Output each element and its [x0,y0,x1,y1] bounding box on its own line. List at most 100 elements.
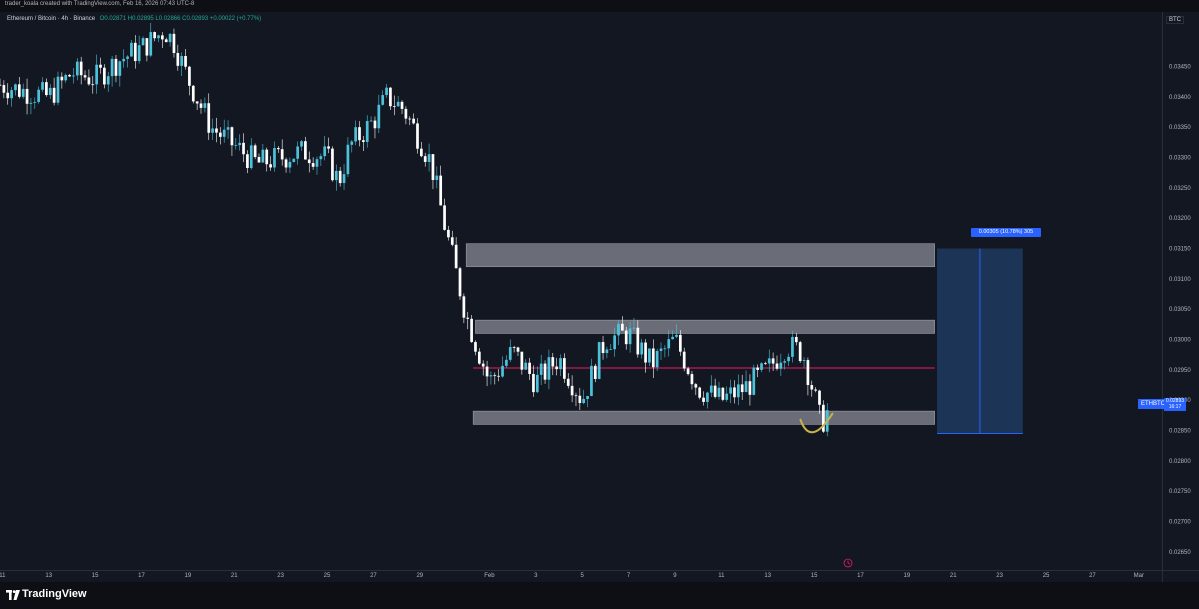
candle-body [350,141,354,145]
annotation-group[interactable] [799,412,834,434]
time-tick-label: 19 [904,573,911,579]
time-tick-label: 19 [185,573,192,579]
candle-body [586,396,589,399]
candle-body [327,146,330,149]
candle-body [296,146,300,159]
candle-body [477,351,481,364]
candle-body [439,175,443,206]
candle-body [153,32,156,39]
candle-body [470,318,473,343]
chart-panel[interactable]: 0.03450 0.03400 0.03350 0.03300 0.03250 0.032… [0,12,1199,582]
candle-body [744,381,748,393]
zone-rectangle[interactable] [475,319,936,334]
candle-body [95,64,98,85]
time-tick-label: 13 [764,573,771,579]
candle-body [431,154,435,180]
price-tick-label: 0.03350 [1169,125,1191,131]
candle-body [17,84,21,97]
clock-icon[interactable] [843,558,853,568]
candle-body [501,365,504,377]
candle-body [408,118,412,120]
price-chart[interactable]: 0.03450 0.03400 0.03350 0.03300 0.03250 0.032… [0,12,1199,582]
candle-body [578,395,582,404]
time-tick-label: 5 [580,573,584,579]
candle-body [385,87,388,96]
tradingview-logo-icon [6,590,20,600]
time-tick-label: 11 [0,573,6,579]
candle-body [512,347,516,348]
candle-body [249,145,253,168]
candle-body [566,378,570,386]
candle-body [609,349,613,351]
candle-body [45,82,48,96]
candle-body [238,142,242,146]
price-tick-label: 0.03150 [1169,247,1191,253]
time-tick-label: 29 [416,573,423,579]
time-tick-label: 3 [534,573,538,579]
time-tick-label: Mar [1134,573,1144,579]
candle-body [443,205,446,230]
candle-body [582,398,586,404]
candle-body [574,395,578,397]
candle-body [644,342,647,363]
candle-body [195,101,199,104]
supply-demand-zones[interactable] [465,243,936,425]
candle-body [126,56,129,59]
candle-body [532,373,535,393]
candle-body [505,359,508,366]
candle-body [133,42,137,62]
last-price-value: 0.02893 [1165,398,1185,404]
candle-body [450,237,454,245]
candle-body [52,87,56,103]
candle-body [524,362,528,370]
candle-body [168,33,172,43]
candle-body [288,161,292,168]
candle-body [663,348,667,350]
time-tick-label: 27 [1089,573,1096,579]
price-tick-label: 0.03050 [1169,307,1191,313]
candle-body [636,327,640,355]
candle-body [416,123,419,149]
time-tick-label: 17 [138,573,145,579]
candle-body [400,101,404,109]
candle-body [547,357,551,380]
candle-body [396,101,400,107]
candle-body [520,351,524,370]
candle-body [791,336,794,357]
candle-body [211,128,214,133]
candle-body [659,348,663,352]
time-tick-label: 13 [45,573,52,579]
candle-body [535,374,539,393]
candle-body [315,159,319,167]
candle-body [106,76,110,85]
time-tick-label: 21 [231,573,238,579]
candle-body [334,170,338,181]
long-position-tool[interactable] [937,248,1023,435]
candle-body [218,132,222,137]
candle-body [655,351,659,368]
price-tick-label: 0.03400 [1169,95,1191,101]
time-tick-label: 9 [673,573,677,579]
candle-body [392,106,396,108]
candle-body [806,360,810,386]
candle-body [276,148,280,150]
candle-body [257,156,261,163]
candle-body [79,61,83,76]
zone-rectangle[interactable] [465,243,936,268]
candle-body [481,363,485,367]
time-tick-label: 25 [1043,573,1050,579]
candle-body [122,58,126,62]
candle-body [253,145,257,157]
candle-body [474,342,477,352]
zone-rectangle[interactable] [472,410,936,425]
footer-bar: TradingView [0,582,1199,609]
hand-drawn-arc[interactable] [799,412,834,434]
candle-body [563,358,566,379]
currency-unit-label[interactable]: BTC [1166,16,1184,24]
candle-body [709,385,713,393]
time-axis[interactable]: 11 13 15 17 19 21 23 25 27 29 Feb 3 5 7 9 11 13 15 17 19 21 2… [0,573,1144,579]
candle-body [706,392,709,402]
candle-body [404,108,408,119]
candle-body [176,52,180,66]
candle-body [435,175,439,180]
